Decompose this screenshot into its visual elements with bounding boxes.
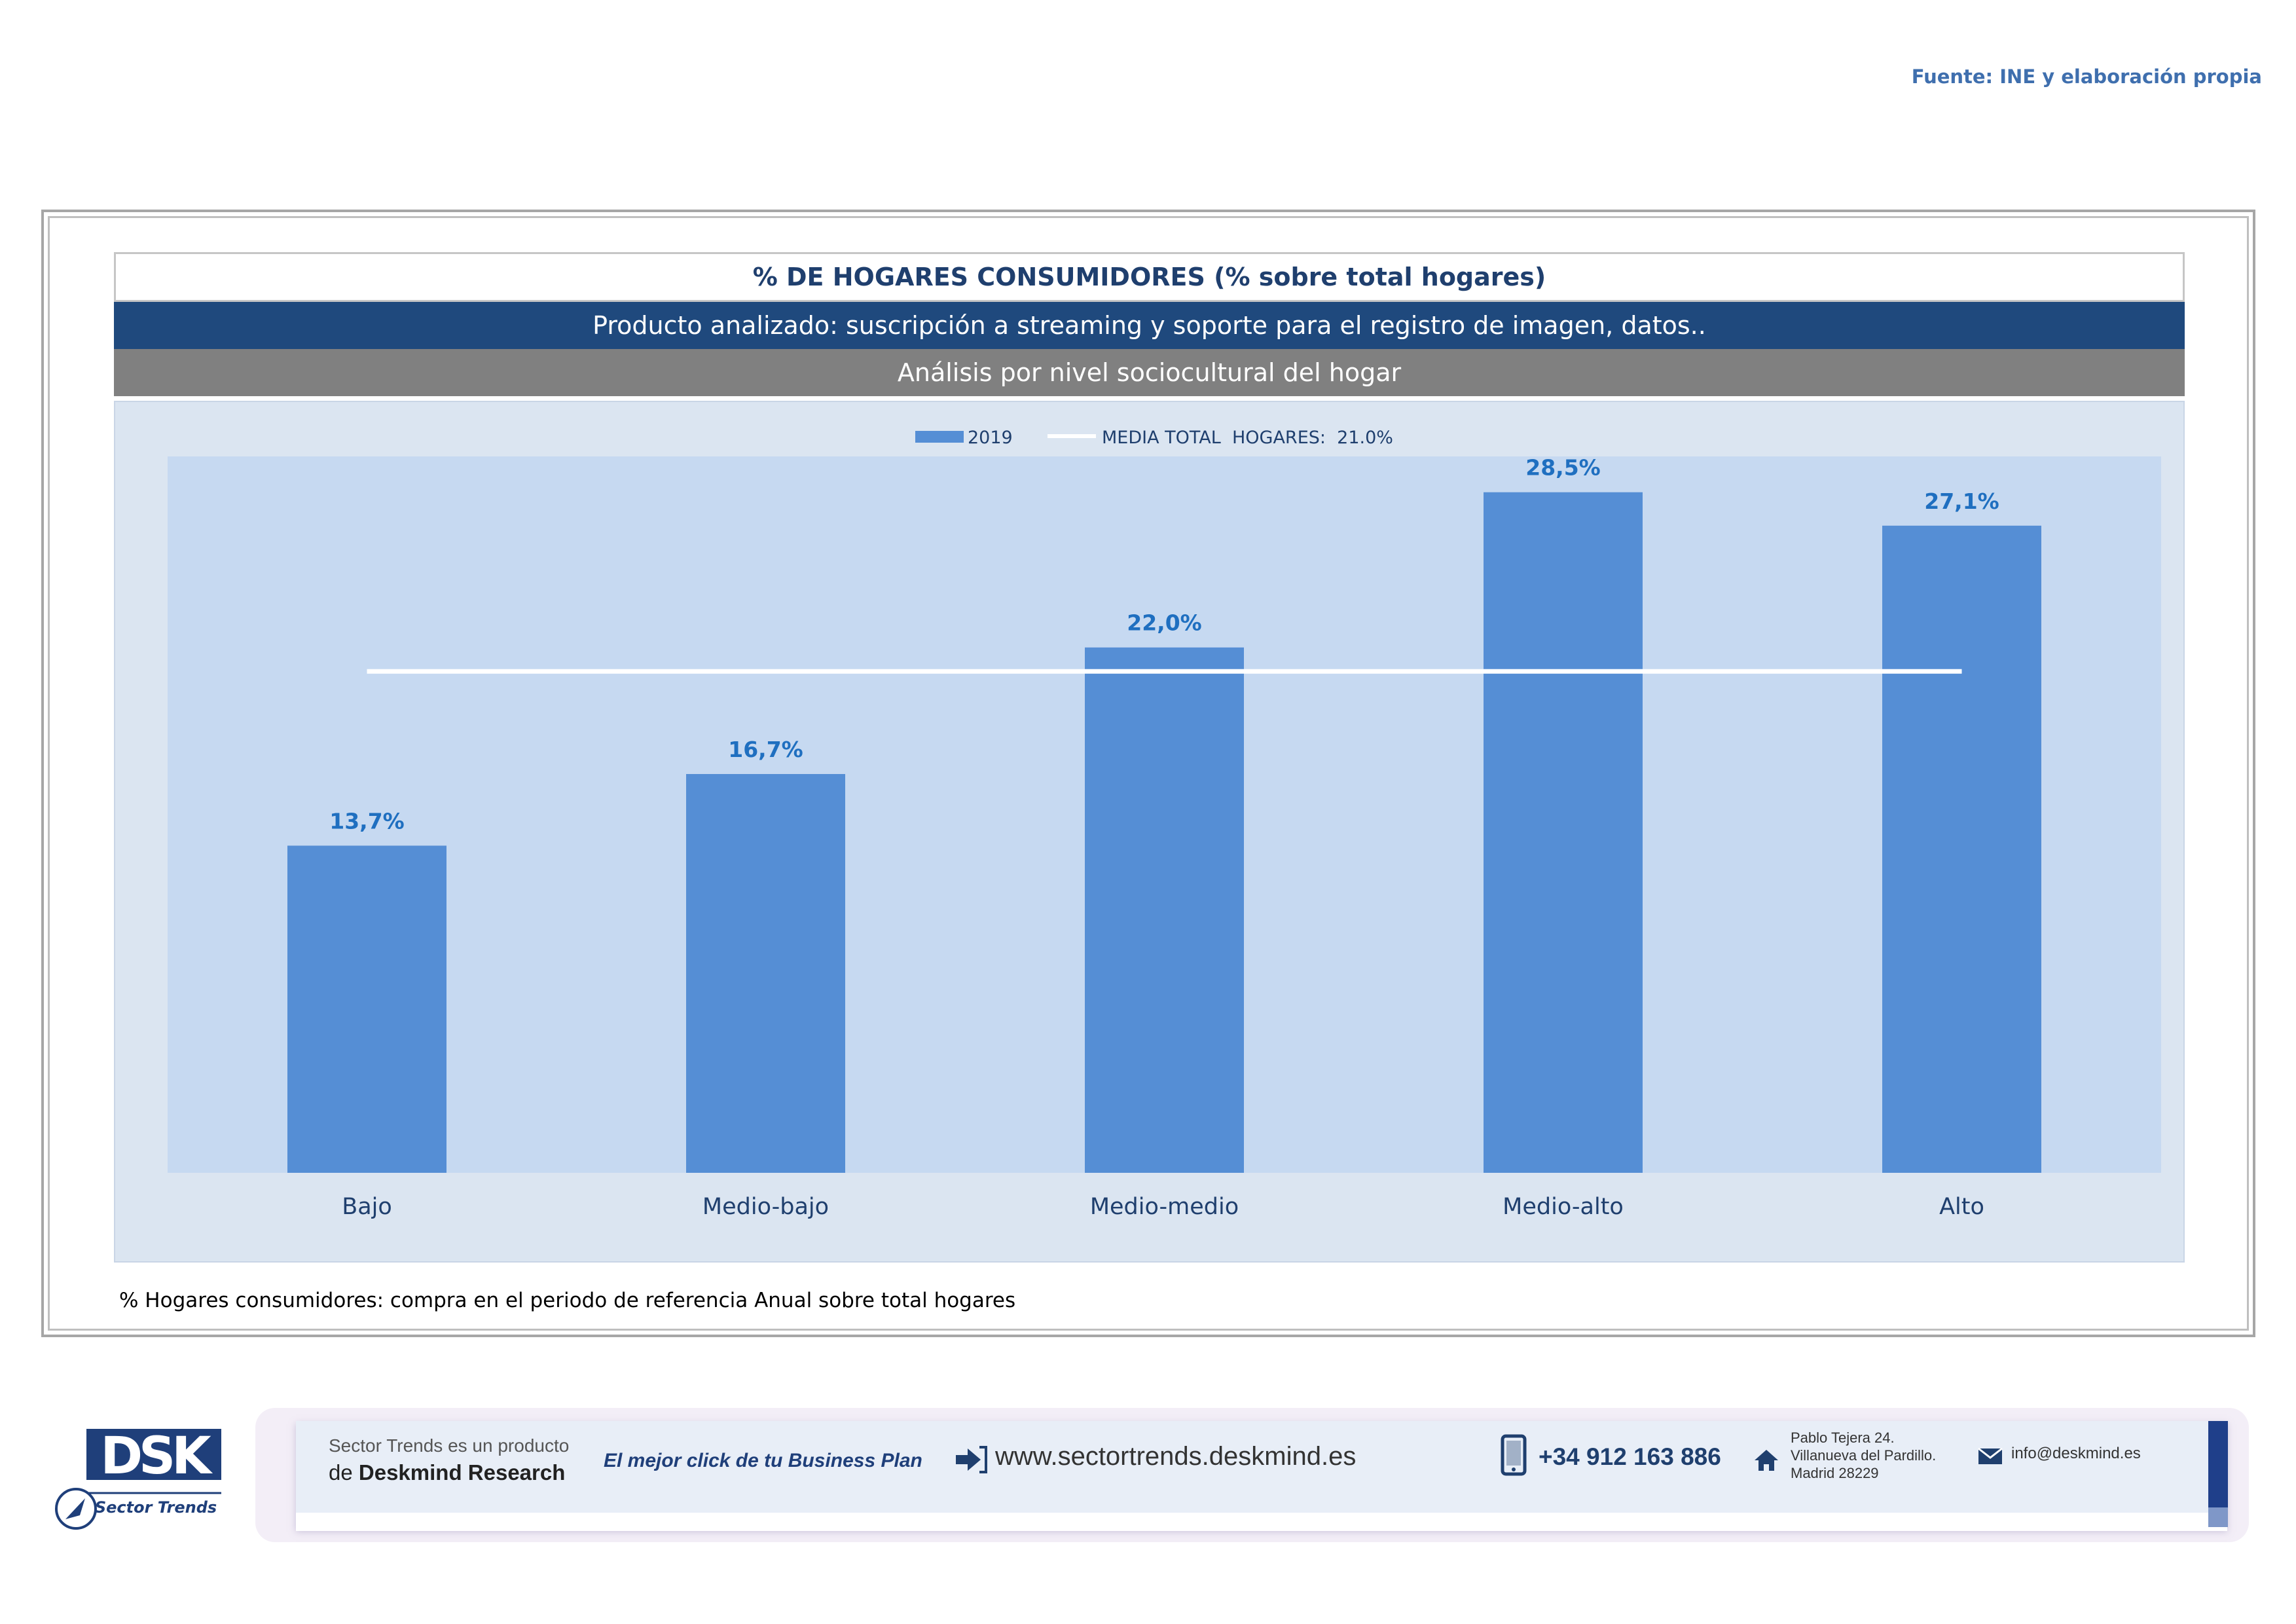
bar-medio-alto xyxy=(1484,492,1643,1173)
data-label: 16,7% xyxy=(728,737,803,762)
phone-number[interactable]: +34 912 163 886 xyxy=(1539,1443,1721,1470)
data-label: 28,5% xyxy=(1525,455,1601,481)
banner-bottom-strip xyxy=(296,1513,2227,1531)
address: Pablo Tejera 24. Villanueva del Pardillo… xyxy=(1791,1429,1936,1482)
outer-frame xyxy=(41,210,2255,1337)
home-icon xyxy=(1755,1450,1778,1471)
chart-area: 2019 MEDIA TOTAL HOGARES: 21.0% 13,7% Baj… xyxy=(114,401,2185,1263)
product-subtitle: Producto analizado: suscripción a stream… xyxy=(114,302,2185,349)
dsk-logo: DSK Sector Trends xyxy=(46,1427,262,1540)
bars-group xyxy=(287,492,2041,1173)
bar-alto xyxy=(1882,525,2041,1173)
logo-text: DSK xyxy=(100,1429,213,1486)
research-prefix: de xyxy=(329,1460,353,1485)
logo-subtitle: Sector Trends xyxy=(95,1498,217,1517)
source-note: Fuente: INE y elaboración propia xyxy=(1911,65,2262,88)
x-tick-label: Medio-medio xyxy=(1090,1194,1239,1220)
address-line: Villanueva del Pardillo. xyxy=(1791,1447,1937,1464)
phone-icon xyxy=(1501,1434,1527,1476)
bar-medio-bajo xyxy=(686,774,845,1173)
product-line: Sector Trends es un producto xyxy=(329,1435,570,1456)
address-line: Madrid 28229 xyxy=(1791,1465,1879,1481)
banner-strip xyxy=(296,1421,2227,1529)
address-line: Pablo Tejera 24. xyxy=(1791,1430,1895,1446)
data-label: 13,7% xyxy=(329,808,405,834)
chart-header: % DE HOGARES CONSUMIDORES (% sobre total… xyxy=(114,252,2185,396)
x-tick-label: Alto xyxy=(1939,1194,1984,1220)
website-link[interactable]: www.sectortrends.deskmind.es xyxy=(995,1442,1357,1471)
arrow-link-icon xyxy=(956,1446,987,1473)
slogan: El mejor click de tu Business Plan xyxy=(604,1450,922,1471)
bar-bajo xyxy=(287,845,446,1173)
legend-label-average: MEDIA TOTAL HOGARES: 21.0% xyxy=(1102,428,1393,448)
legend-swatch-series xyxy=(915,431,964,443)
chart-title: % DE HOGARES CONSUMIDORES (% sobre total… xyxy=(114,252,2185,302)
x-tick-label: Medio-bajo xyxy=(702,1194,829,1220)
analysis-subtitle: Análisis por nivel sociocultural del hog… xyxy=(114,349,2185,396)
banner-edge xyxy=(2208,1421,2228,1507)
bar-medio-medio xyxy=(1085,647,1244,1173)
data-label: 22,0% xyxy=(1127,610,1202,636)
x-tick-label: Medio-alto xyxy=(1503,1194,1624,1220)
x-tick-label: Bajo xyxy=(342,1194,392,1220)
footnote: % Hogares consumidores: compra en el per… xyxy=(119,1289,1016,1312)
research-name: Deskmind Research xyxy=(358,1460,566,1485)
footer-banner: DSK Sector Trends Sector Trends es un pr… xyxy=(39,1408,2265,1552)
banner-edge-low xyxy=(2208,1507,2228,1527)
mail-icon xyxy=(1978,1447,2003,1464)
legend: 2019 MEDIA TOTAL HOGARES: 21.0% xyxy=(915,428,1393,448)
email-link[interactable]: info@deskmind.es xyxy=(2011,1445,2141,1462)
data-label: 27,1% xyxy=(1924,489,1999,514)
labels-group: 13,7% Bajo 16,7% Medio-bajo 22,0% Medio-medio… xyxy=(329,455,1999,1220)
research-line: de Deskmind Research xyxy=(329,1460,565,1485)
inner-frame xyxy=(48,216,2249,1331)
legend-label-series: 2019 xyxy=(968,428,1013,448)
bar-chart: 2019 MEDIA TOTAL HOGARES: 21.0% 13,7% Baj… xyxy=(168,428,2161,1220)
